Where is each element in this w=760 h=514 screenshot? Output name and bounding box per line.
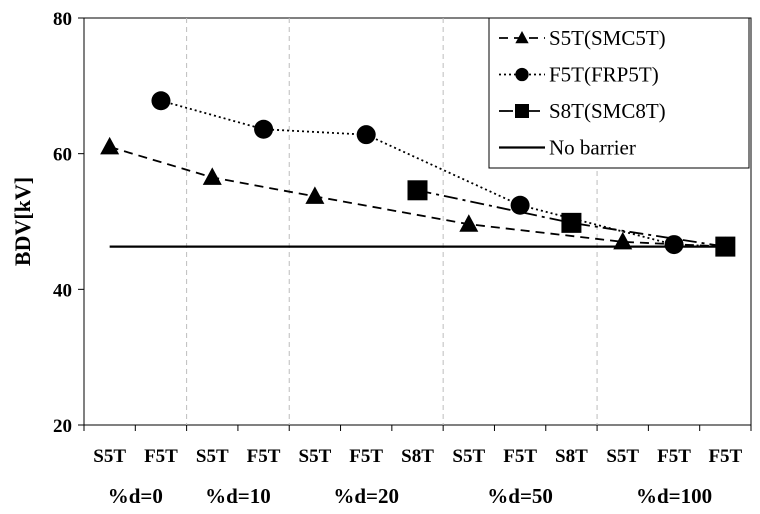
group-label: %d=20 bbox=[333, 484, 399, 508]
data-point-s5t bbox=[100, 136, 120, 155]
group-label: %d=10 bbox=[205, 484, 271, 508]
data-point-f5t bbox=[254, 119, 274, 139]
x-category-label: F5T bbox=[144, 446, 178, 467]
y-tick-label: 80 bbox=[53, 9, 72, 30]
y-tick-label: 60 bbox=[53, 145, 72, 166]
y-tick-label: 20 bbox=[53, 416, 72, 437]
data-point-f5t bbox=[510, 195, 530, 215]
x-category-label: S8T bbox=[401, 446, 434, 467]
legend-label-s8t: S8T(SMC8T) bbox=[549, 99, 666, 123]
data-point-s5t bbox=[202, 167, 222, 185]
x-category-label: S5T bbox=[299, 446, 332, 467]
x-category-label: F5T bbox=[708, 446, 742, 467]
series-line-s5t bbox=[109, 146, 726, 248]
x-category-label: S5T bbox=[196, 446, 229, 467]
data-point-f5t bbox=[151, 91, 171, 111]
data-point-s5t bbox=[459, 214, 479, 232]
y-tick-label: 40 bbox=[53, 280, 72, 301]
data-point-s8t bbox=[561, 212, 582, 233]
data-point-f5t bbox=[664, 235, 684, 255]
legend-marker-s5t bbox=[515, 31, 529, 44]
group-label: %d=50 bbox=[487, 484, 553, 508]
x-category-label: F5T bbox=[503, 446, 537, 467]
x-category-label: S8T bbox=[555, 446, 588, 467]
legend-marker-s8t bbox=[515, 104, 529, 118]
legend-marker-f5t bbox=[515, 67, 529, 82]
legend-label-s5t: S5T(SMC5T) bbox=[549, 26, 666, 50]
x-category-label: F5T bbox=[349, 446, 383, 467]
data-point-s8t bbox=[407, 180, 428, 201]
x-category-label: F5T bbox=[247, 446, 281, 467]
data-point-s5t bbox=[613, 231, 633, 250]
plot-frame bbox=[83, 17, 752, 426]
plot-area: 20 40 60 80 BDV[kV] S5T F5T S5T F5T S5T F5T S8T S5T F… bbox=[10, 9, 752, 508]
y-axis-label: BDV[kV] bbox=[10, 177, 35, 266]
legend-box bbox=[488, 17, 750, 169]
data-point-s8t bbox=[715, 236, 736, 257]
data-point-s5t bbox=[305, 186, 325, 204]
group-label: %d=100 bbox=[636, 484, 712, 508]
x-category-label: F5T bbox=[657, 446, 691, 467]
data-point-f5t bbox=[356, 125, 376, 145]
legend-label-f5t: F5T(FRP5T) bbox=[549, 63, 659, 87]
x-category-label: S5T bbox=[606, 446, 639, 467]
legend-label-no-barrier: No barrier bbox=[549, 136, 636, 160]
legend: S5T(SMC5T) F5T(FRP5T) S8T(SMC8T) No barrier bbox=[488, 17, 750, 169]
x-category-label: S5T bbox=[452, 446, 485, 467]
group-label: %d=0 bbox=[108, 484, 163, 508]
x-category-label: S5T bbox=[93, 446, 126, 467]
